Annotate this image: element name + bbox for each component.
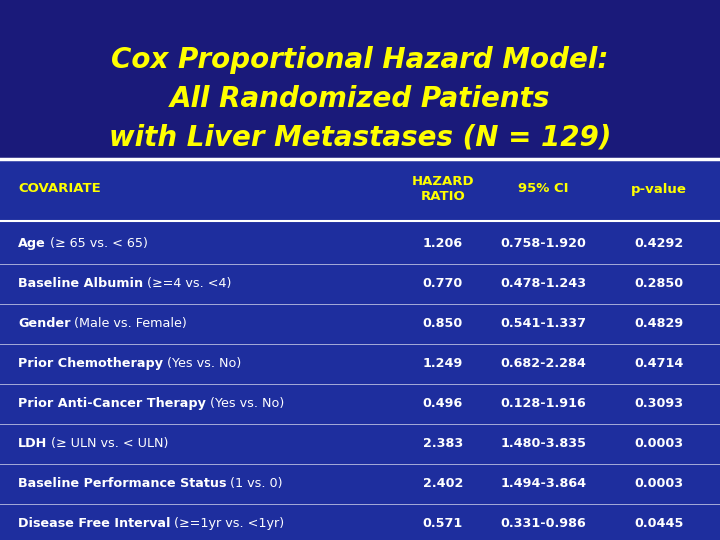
Text: 0.0445: 0.0445: [634, 517, 683, 530]
FancyBboxPatch shape: [0, 0, 720, 159]
Text: 0.2850: 0.2850: [634, 277, 683, 290]
Text: 1.494-3.864: 1.494-3.864: [500, 477, 587, 490]
Text: 0.4714: 0.4714: [634, 357, 683, 370]
Text: COVARIATE: COVARIATE: [18, 183, 101, 195]
Text: Baseline Performance Status: Baseline Performance Status: [18, 477, 227, 490]
Text: (Yes vs. No): (Yes vs. No): [163, 357, 241, 370]
Text: 2.402: 2.402: [423, 477, 463, 490]
Text: 0.4292: 0.4292: [634, 237, 683, 250]
Text: 1.206: 1.206: [423, 237, 463, 250]
Text: 0.682-2.284: 0.682-2.284: [500, 357, 587, 370]
Text: (≥=4 vs. <4): (≥=4 vs. <4): [143, 277, 232, 290]
Text: 0.571: 0.571: [423, 517, 463, 530]
Text: 0.4829: 0.4829: [634, 317, 683, 330]
Text: 0.770: 0.770: [423, 277, 463, 290]
Text: 1.249: 1.249: [423, 357, 463, 370]
Text: 0.496: 0.496: [423, 397, 463, 410]
Text: Age: Age: [18, 237, 46, 250]
Text: (Yes vs. No): (Yes vs. No): [206, 397, 284, 410]
Text: (≥ 65 vs. < 65): (≥ 65 vs. < 65): [46, 237, 148, 250]
Text: (Male vs. Female): (Male vs. Female): [71, 317, 187, 330]
Text: p-value: p-value: [631, 183, 687, 195]
Text: Disease Free Interval: Disease Free Interval: [18, 517, 171, 530]
Text: 0.478-1.243: 0.478-1.243: [500, 277, 587, 290]
Text: (1 vs. 0): (1 vs. 0): [227, 477, 283, 490]
Text: 0.541-1.337: 0.541-1.337: [500, 317, 587, 330]
Text: All Randomized Patients: All Randomized Patients: [170, 85, 550, 113]
Text: 0.850: 0.850: [423, 317, 463, 330]
Text: 0.0003: 0.0003: [634, 437, 683, 450]
Text: HAZARD
RATIO: HAZARD RATIO: [412, 175, 474, 203]
Text: LDH: LDH: [18, 437, 48, 450]
Text: (≥=1yr vs. <1yr): (≥=1yr vs. <1yr): [171, 517, 284, 530]
Text: 0.128-1.916: 0.128-1.916: [500, 397, 587, 410]
Text: 95% CI: 95% CI: [518, 183, 569, 195]
Text: Prior Anti-Cancer Therapy: Prior Anti-Cancer Therapy: [18, 397, 206, 410]
Text: Prior Chemotherapy: Prior Chemotherapy: [18, 357, 163, 370]
Text: 0.3093: 0.3093: [634, 397, 683, 410]
Text: Cox Proportional Hazard Model:: Cox Proportional Hazard Model:: [112, 46, 608, 74]
Text: (≥ ULN vs. < ULN): (≥ ULN vs. < ULN): [48, 437, 168, 450]
Text: Baseline Albumin: Baseline Albumin: [18, 277, 143, 290]
Text: Gender: Gender: [18, 317, 71, 330]
Text: 1.480-3.835: 1.480-3.835: [500, 437, 587, 450]
Text: 0.758-1.920: 0.758-1.920: [500, 237, 587, 250]
Text: 0.0003: 0.0003: [634, 477, 683, 490]
Text: 0.331-0.986: 0.331-0.986: [500, 517, 587, 530]
Text: with Liver Metastases (N = 129): with Liver Metastases (N = 129): [109, 124, 611, 152]
Text: 2.383: 2.383: [423, 437, 463, 450]
